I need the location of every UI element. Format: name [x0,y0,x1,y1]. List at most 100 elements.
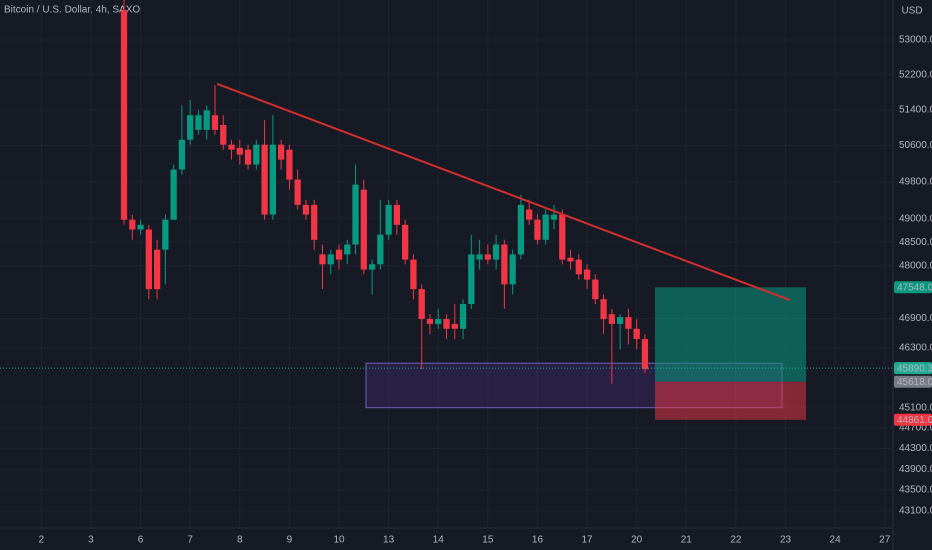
candle-body [633,328,640,340]
candle-body [286,149,293,180]
candle-body [393,204,401,225]
y-tick-label: 46900.0 [899,313,932,324]
currency: USD [901,6,922,17]
price-label: 45618.0 [897,377,932,388]
candle-body [484,254,491,260]
candle-body [451,323,458,329]
x-tick-label: 21 [681,535,693,546]
candle-body [261,144,268,215]
candle-body [244,149,252,165]
grid [0,0,893,528]
candle-body [600,299,607,320]
candle-body [468,254,475,305]
candle-body [418,289,425,320]
target-zone [655,287,806,382]
candle-body [236,147,243,155]
candle-body [360,189,367,270]
candle-body [253,144,260,165]
x-tick-label: 2 [39,535,45,546]
y-tick-label: 43900.0 [899,464,932,475]
x-tick-label: 15 [482,535,494,546]
x-tick-label: 8 [237,535,243,546]
candle-body [352,184,359,245]
x-tick-label: 20 [631,535,643,546]
candle-body [178,139,186,170]
y-tick-label: 48000.0 [899,260,932,271]
price-label: 44861.0 [897,415,932,426]
candle-body [592,279,599,300]
y-tick-label: 44300.0 [899,443,932,454]
candle-body [277,144,285,160]
candle-body [187,115,194,140]
price-label-box [894,281,932,294]
chart-title: Bitcoin / U.S. Dollar, 4h, SAXO [4,5,140,16]
candle-body [228,144,235,150]
candle-body [526,209,533,220]
candle-body [129,219,136,230]
candle-body [327,254,334,265]
candle-body [517,204,525,255]
candle-body [402,224,409,260]
candle-body [302,204,310,215]
x-tick-label: 6 [138,535,144,546]
candle-body [344,244,351,255]
y-tick-label: 51400.0 [899,105,932,116]
price-label-box [894,375,932,388]
x-tick-label: 3 [88,535,94,546]
candle-body [368,264,376,270]
candle-body [153,249,161,290]
candle-body [492,244,500,260]
candle-body [509,254,516,285]
candle-body [137,224,144,230]
candle-body [377,234,384,265]
price-label: 47548.0 [897,282,932,293]
candle-body [542,214,549,240]
y-tick-label: 44700.0 [899,423,932,434]
x-tick-label: 10 [333,535,345,546]
x-tick-label: 22 [730,535,742,546]
y-tick-label: 43100.0 [899,506,932,517]
candle-body [162,219,169,250]
candle-body [294,179,301,205]
x-tick-label: 16 [532,535,544,546]
candle-body [608,314,616,324]
x-tick-label: 7 [187,535,193,546]
candle-body [501,244,508,285]
candle-body [120,10,128,220]
candle-body [426,319,434,324]
x-tick-label: 13 [383,535,395,546]
price-label: 45890.3 [897,363,932,374]
candle-body [203,110,210,130]
x-tick-label: 24 [830,535,842,546]
candle-body [195,115,202,130]
candle-body [625,317,632,329]
y-tick-label: 46300.0 [899,343,932,354]
candle-body [641,339,649,370]
candle-body [616,317,624,324]
y-tick-label: 45100.0 [899,402,932,413]
candle-body [170,169,177,220]
y-tick-label: 53000.0 [899,35,932,46]
candle-body [311,204,318,240]
candle-body [534,219,541,240]
x-tick-label: 9 [287,535,293,546]
x-tick-label: 14 [433,535,445,546]
candle-body [435,319,442,324]
candle-body [459,304,467,329]
y-tick-label: 49800.0 [899,177,932,188]
price-label-box [894,413,932,426]
candle-body [269,144,277,215]
candle-body [385,204,392,235]
y-tick-label: 43500.0 [899,485,932,496]
candle-body [145,229,152,290]
candle-body [550,214,558,220]
y-tick-label: 49000.0 [899,213,932,224]
candle-body [583,269,591,280]
stop-zone [655,381,806,420]
price-label-box [894,362,932,375]
y-tick-label: 52200.0 [899,69,932,80]
candle-body [410,259,417,290]
